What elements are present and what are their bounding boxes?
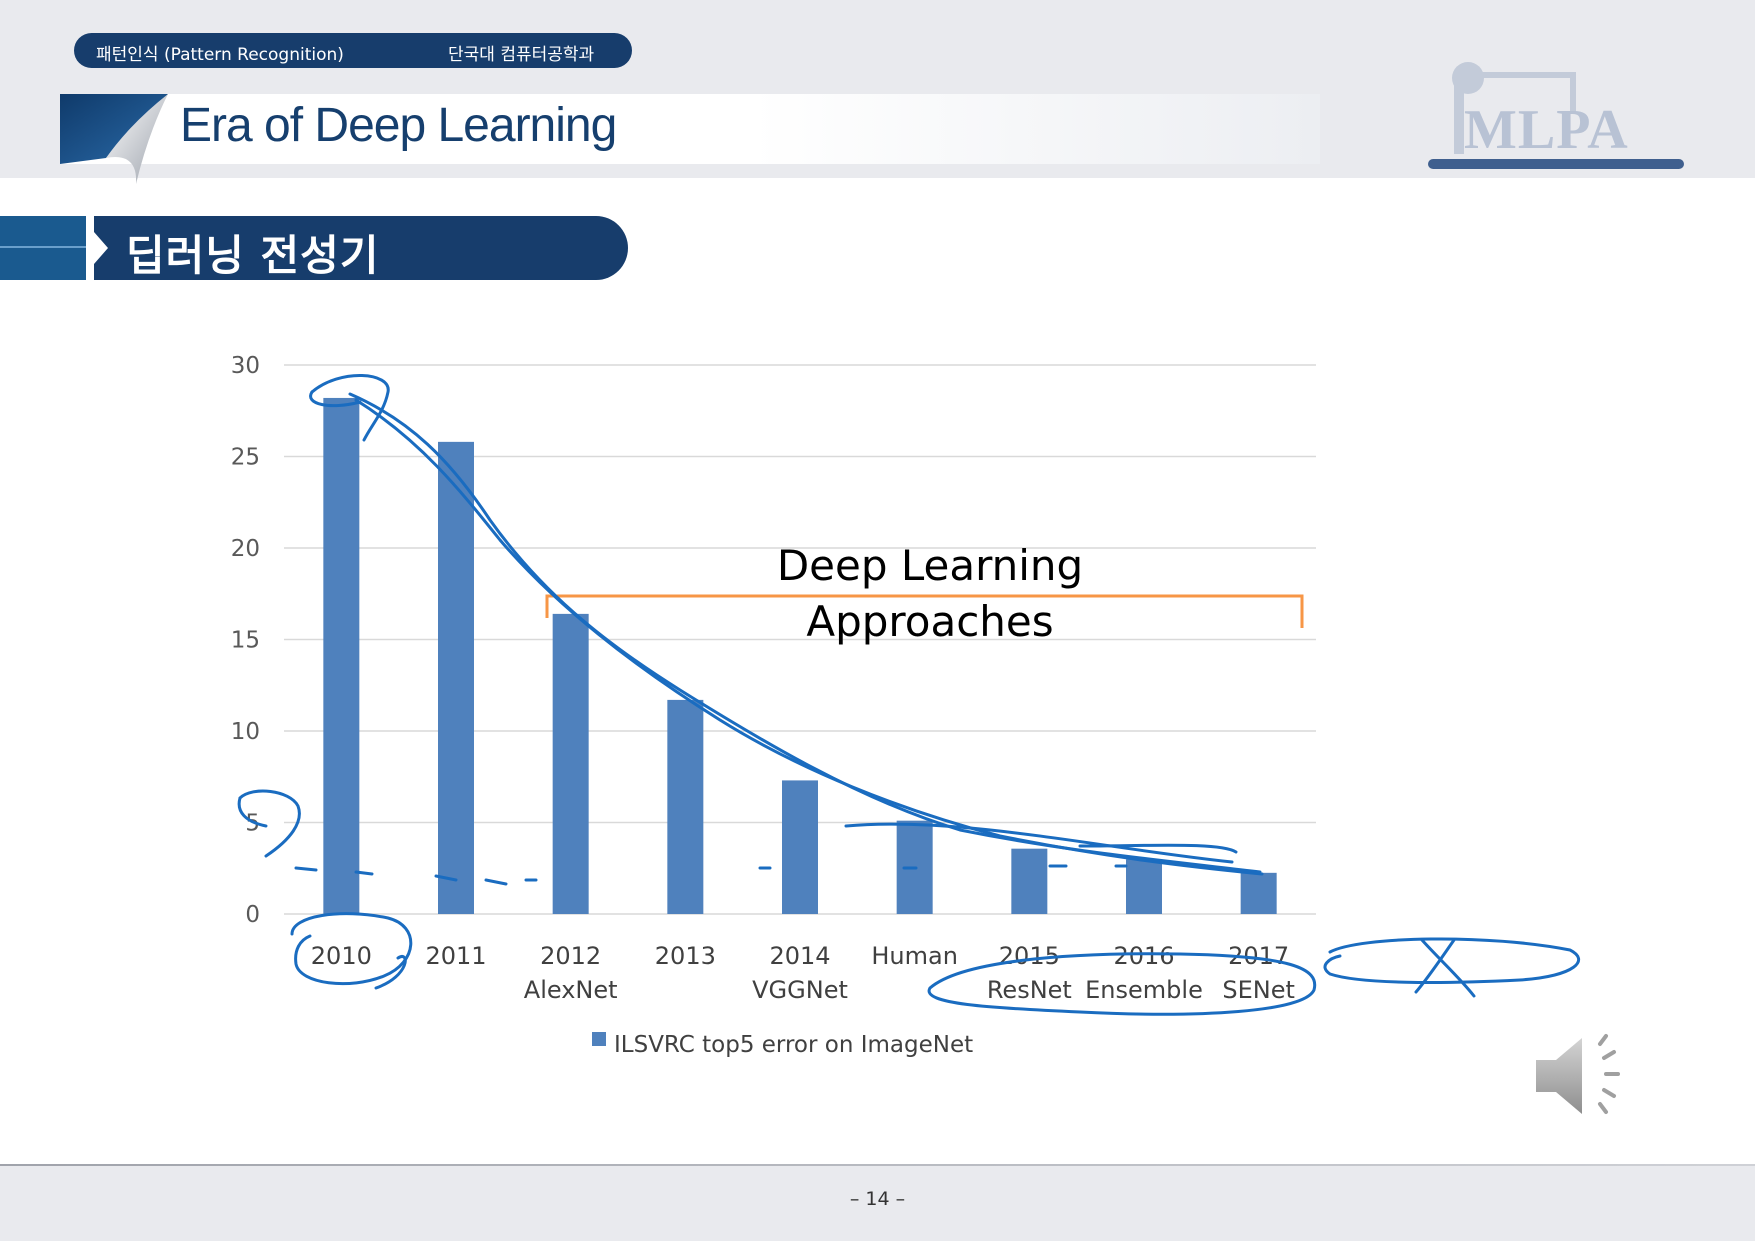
x-tick-label: Human xyxy=(871,942,958,970)
section-arrow-icon xyxy=(94,232,108,264)
title-bar xyxy=(60,94,1320,164)
bar-2011 xyxy=(438,441,474,914)
chart-bars xyxy=(323,397,1277,914)
course-name: 패턴인식 (Pattern Recognition) xyxy=(96,45,344,65)
x-axis-labels: 2010 2011 2012 AlexNet 2013 2014 VGGNet Human 20… xyxy=(311,942,1295,1004)
x-tick-label: 2012 xyxy=(540,942,601,970)
y-tick-label: 10 xyxy=(231,719,260,745)
logo-bar xyxy=(1428,159,1684,169)
x-sublabel: AlexNet xyxy=(524,976,618,1004)
bar-2015 xyxy=(1011,848,1048,914)
deep-learning-bracket xyxy=(545,594,1304,628)
x-tick-label: 2014 xyxy=(769,942,830,970)
x-sublabel: Ensemble xyxy=(1085,976,1203,1004)
x-tick-label: 2011 xyxy=(425,942,486,970)
bar-2016 xyxy=(1126,859,1162,914)
y-tick-label: 25 xyxy=(231,445,260,471)
ink-annotations xyxy=(237,374,1581,1016)
y-tick-label: 5 xyxy=(245,811,260,837)
footer-divider xyxy=(0,1164,1755,1167)
bar-2017 xyxy=(1240,872,1277,914)
bracket-label-line1: Deep Learning xyxy=(777,541,1083,590)
x-tick-label: 2016 xyxy=(1113,942,1174,970)
section-title: 딥러닝 전성기 xyxy=(126,231,380,280)
bracket-label-line2: Approaches xyxy=(806,597,1053,646)
page-number: – 14 – xyxy=(849,1188,906,1210)
section-header xyxy=(94,216,628,280)
legend-label: ILSVRC top5 error on ImageNet xyxy=(614,1032,973,1058)
legend-swatch xyxy=(592,1032,606,1046)
logo: MLPA xyxy=(1428,58,1684,173)
department-name: 단국대 컴퓨터공학과 xyxy=(448,45,595,65)
page-curl-icon xyxy=(60,94,168,184)
x-sublabel: ResNet xyxy=(987,976,1072,1004)
footer-band xyxy=(0,1166,1755,1241)
bar-2014 xyxy=(782,780,818,914)
bar-2012 xyxy=(552,613,589,914)
speaker-icon[interactable] xyxy=(1530,1030,1630,1126)
section-accent xyxy=(0,216,86,280)
y-tick-label: 20 xyxy=(231,536,260,562)
x-tick-label: 2010 xyxy=(311,942,372,970)
bar-2010 xyxy=(323,397,360,914)
y-tick-label: 0 xyxy=(245,902,260,928)
logo-text: MLPA xyxy=(1464,99,1629,161)
page-title: Era of Deep Learning xyxy=(180,99,617,152)
x-sublabel: SENet xyxy=(1222,976,1295,1004)
x-tick-label: 2015 xyxy=(999,942,1060,970)
course-pill: 패턴인식 (Pattern Recognition) 단국대 컴퓨터공학과 xyxy=(74,33,632,68)
x-sublabel: VGGNet xyxy=(752,976,848,1004)
x-tick-label: 2013 xyxy=(655,942,716,970)
y-axis-ticks: 0 5 10 15 20 25 30 xyxy=(231,353,260,928)
y-tick-label: 15 xyxy=(231,628,260,654)
logo-mark-icon xyxy=(1452,62,1576,154)
y-tick-label: 30 xyxy=(231,353,260,379)
bar-2013 xyxy=(667,699,704,914)
